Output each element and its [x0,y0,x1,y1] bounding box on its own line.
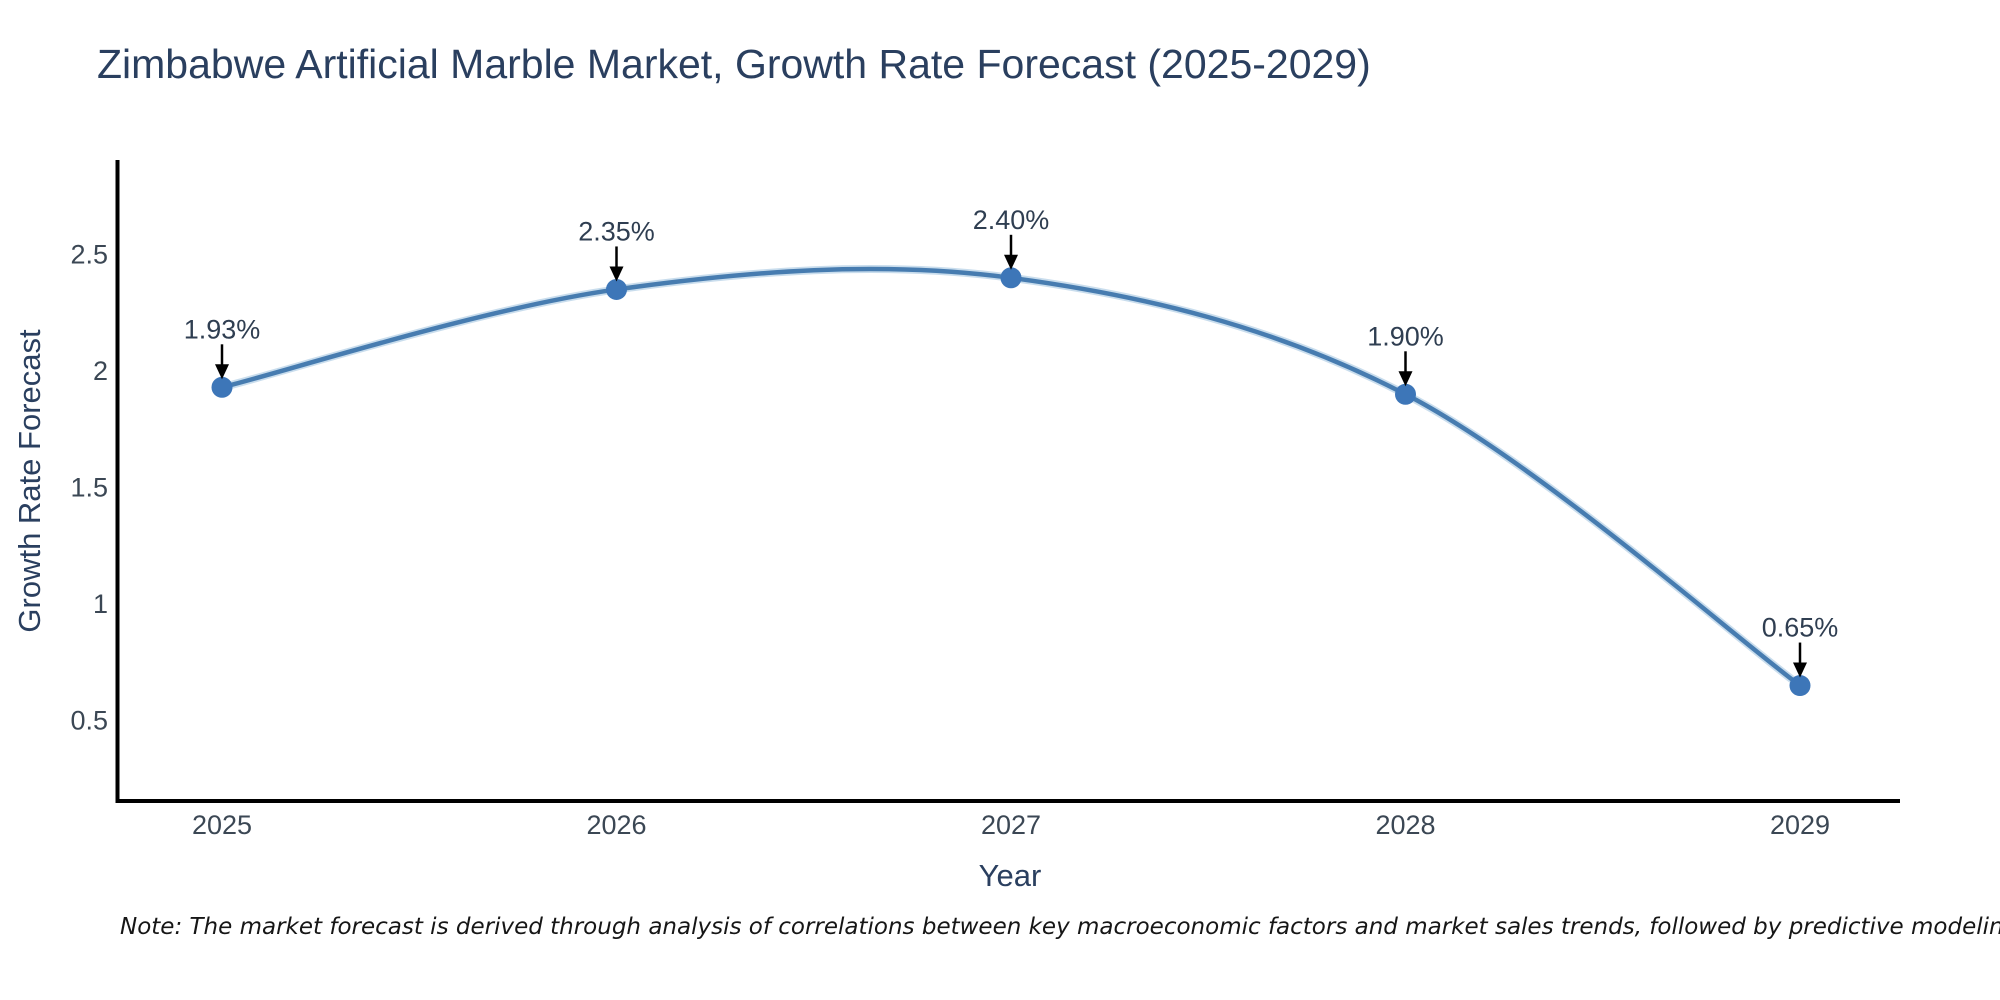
x-tick-label: 2028 [1375,810,1435,840]
annotation-arrow-head [1398,371,1413,387]
trend-line-halo [218,264,1804,690]
data-point-2025[interactable] [211,376,233,398]
data-point-2026[interactable] [606,278,627,300]
annotation-label: 2.40% [973,205,1050,235]
footnote: Note: The market forecast is derived thr… [120,914,2000,940]
annotation-arrow-head [609,266,624,282]
x-tick-label: 2027 [981,810,1041,840]
annotation-label: 2.35% [578,216,655,246]
chart-title: Zimbabwe Artificial Marble Market, Growt… [97,41,1371,87]
y-tick-label: 2 [93,356,108,386]
x-tick-label: 2025 [192,810,252,840]
data-point-2029[interactable] [1789,675,1811,697]
trend-line [219,266,1803,688]
y-tick-label: 1 [93,589,108,619]
annotation-label: 0.65% [1762,613,1839,643]
x-tick-label: 2026 [586,810,646,840]
y-axis-title: Growth Rate Forecast [12,329,47,633]
annotation-label: 1.90% [1367,321,1444,351]
annotation-arrow-head [1004,254,1018,270]
data-point-2027[interactable] [1000,267,1022,289]
annotation-arrow-head [1793,662,1807,678]
x-tick-label: 2029 [1770,810,1830,840]
annotation-label: 1.93% [184,314,261,344]
data-point-2028[interactable] [1395,383,1416,405]
y-tick-label: 2.5 [70,240,108,270]
annotation-arrow-head [215,364,229,380]
y-tick-label: 1.5 [70,473,108,503]
y-tick-label: 0.5 [70,706,108,736]
x-axis-title: Year [978,858,1042,893]
